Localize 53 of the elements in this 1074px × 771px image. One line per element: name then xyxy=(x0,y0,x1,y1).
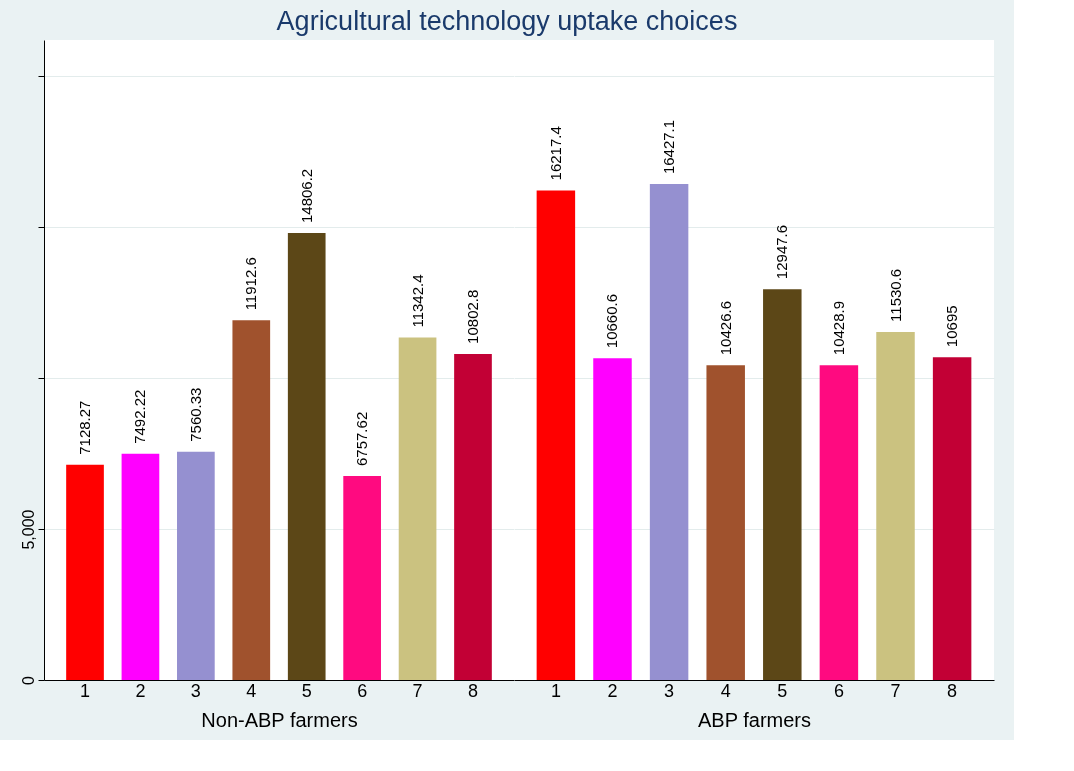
bar xyxy=(343,476,381,680)
bar xyxy=(232,320,271,680)
data-label: 10802.8 xyxy=(463,289,481,344)
bar xyxy=(177,451,215,680)
x-tick-label: 7 xyxy=(412,680,423,701)
x-tick-label: 6 xyxy=(357,680,368,701)
bar xyxy=(649,184,689,680)
data-label: 10428.9 xyxy=(829,300,847,356)
x-tick-label: 1 xyxy=(550,680,561,701)
x-tick-label: 1 xyxy=(80,680,91,701)
bar xyxy=(66,464,104,680)
y-tick-label: 5,000 xyxy=(19,509,37,550)
x-tick-label: 8 xyxy=(947,680,958,701)
x-tick-label: 2 xyxy=(607,680,618,701)
data-label: 7128.27 xyxy=(76,400,94,455)
data-label: 6757.62 xyxy=(353,411,371,466)
bar xyxy=(398,337,437,680)
bar xyxy=(819,365,859,680)
data-label: 7560.33 xyxy=(186,387,204,442)
x-axis-title: ABP farmers xyxy=(698,708,811,731)
chart-title: Agricultural technology uptake choices xyxy=(276,6,738,36)
data-label: 10695 xyxy=(943,305,961,348)
x-tick-label: 2 xyxy=(135,680,146,701)
x-axis-title: Non-ABP farmers xyxy=(201,708,358,731)
data-label: 14806.2 xyxy=(297,168,315,224)
x-tick-label: 5 xyxy=(301,680,312,701)
data-label: 10426.6 xyxy=(716,301,734,356)
x-tick-label: 4 xyxy=(720,680,731,701)
data-label: 10660.6 xyxy=(603,293,621,349)
bar xyxy=(593,358,632,680)
x-tick-label: 6 xyxy=(833,680,844,701)
x-tick-label: 3 xyxy=(190,680,201,701)
bar xyxy=(287,233,326,680)
data-label: 16427.1 xyxy=(660,119,678,175)
bar xyxy=(932,357,972,680)
x-tick-label: 5 xyxy=(777,680,788,701)
x-tick-label: 3 xyxy=(664,680,675,701)
bar xyxy=(454,353,492,680)
bar xyxy=(121,453,160,680)
data-label: 16217.4 xyxy=(546,126,564,181)
bar xyxy=(876,331,915,680)
data-label: 11912.6 xyxy=(242,257,260,311)
x-tick-label: 8 xyxy=(467,680,478,701)
data-label: 11342.4 xyxy=(408,274,426,328)
bar xyxy=(536,190,576,680)
bar xyxy=(763,289,802,680)
data-label: 11530.6 xyxy=(886,268,904,322)
y-tick-label: 0 xyxy=(19,675,37,685)
x-tick-label: 4 xyxy=(246,680,257,701)
bar xyxy=(706,365,745,680)
data-label: 12947.6 xyxy=(773,224,791,280)
x-tick-label: 7 xyxy=(890,680,901,701)
data-label: 7492.22 xyxy=(131,389,149,444)
